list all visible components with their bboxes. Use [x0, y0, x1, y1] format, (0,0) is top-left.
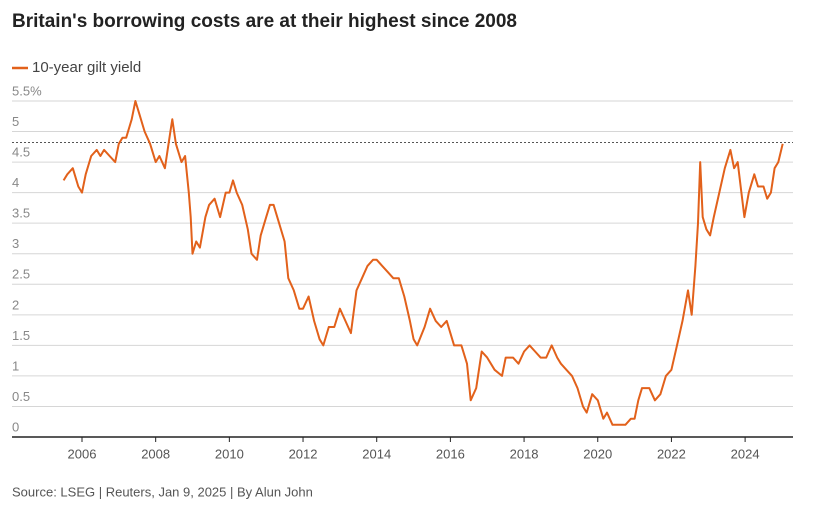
x-tick-label: 2006 [68, 446, 97, 461]
x-tick-label: 2020 [583, 446, 612, 461]
y-tick-label: 0 [12, 419, 19, 434]
x-tick-label: 2018 [510, 446, 539, 461]
y-tick-label: 3.5 [12, 206, 30, 221]
y-tick-label: 5 [12, 114, 19, 129]
x-tick-label: 2014 [362, 446, 391, 461]
x-tick-label: 2012 [289, 446, 318, 461]
line-series [62, 100, 784, 426]
y-tick-label: 1.5 [12, 328, 30, 343]
legend-label: 10-year gilt yield [32, 59, 141, 76]
source: Source: LSEG | Reuters, Jan 9, 2025 | By… [12, 484, 313, 499]
x-tick-label: 2022 [657, 446, 686, 461]
x-tick-label: 2008 [141, 446, 170, 461]
y-tick-label: 1 [12, 358, 19, 373]
y-tick-label: 4.5 [12, 145, 30, 160]
x-tick-label: 2010 [215, 446, 244, 461]
y-tick-label: 3 [12, 236, 19, 251]
x-tick-label: 2024 [731, 446, 760, 461]
chart-title: Britain's borrowing costs are at their h… [12, 11, 517, 32]
y-tick-label: 2.5 [12, 267, 30, 282]
y-tick-label: 0.5 [12, 389, 30, 404]
y-tick-label: 5.5% [12, 83, 42, 98]
x-tick-label: 2016 [436, 446, 465, 461]
y-tick-label: 4 [12, 175, 19, 190]
y-tick-label: 2 [12, 297, 19, 312]
